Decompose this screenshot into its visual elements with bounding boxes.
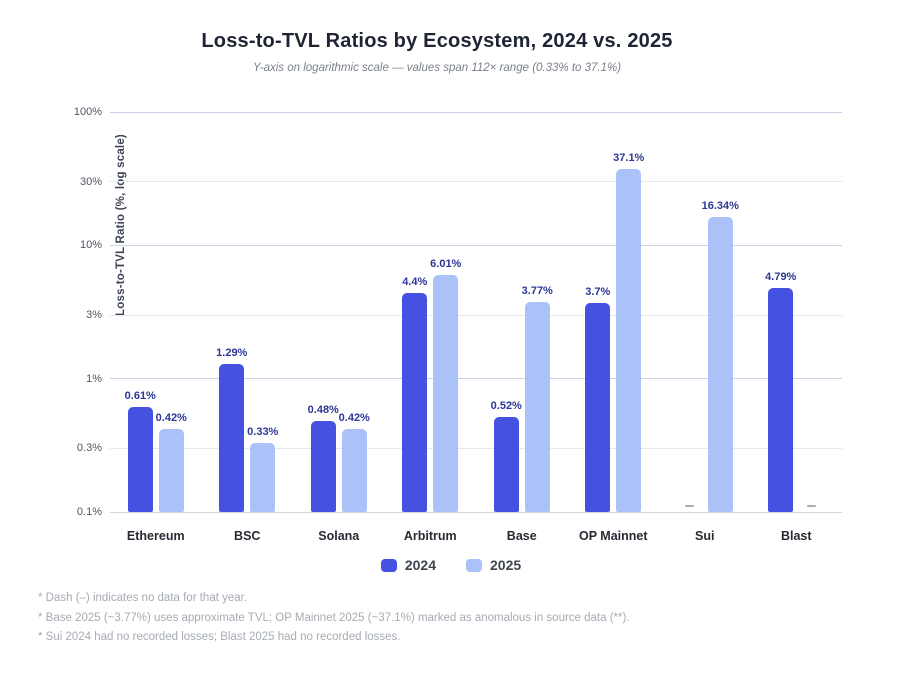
legend-swatch-2024 [380,558,397,572]
legend-item-2025: 2025 [466,557,521,573]
legend-item-2024: 2024 [380,557,436,573]
value-label-2024-solana: 0.48% [307,404,339,417]
y-tick-label-3-: 3% [86,309,102,322]
x-axis-label-arbitrum: Arbitrum [403,529,457,543]
bar-2024-base [493,416,519,512]
value-label-2024-arbitrum: 4.4% [402,275,428,288]
y-axis-tick-labels: 100% 30% 10% 3% 1% 0.3% 0.1% [0,106,102,518]
y-tick-label-10-: 10% [79,239,102,252]
gridline-100- [110,111,842,113]
value-label-2024-blast: 4.79% [765,270,797,283]
value-label-2025-bsc: 0.33% [247,425,279,438]
value-label-2025-base: 3.77% [521,284,553,297]
x-axis-label-ethereum: Ethereum [126,529,185,543]
y-tick-label-0-3-: 0.3% [76,442,102,455]
no-data-dash-2025-blast [807,505,817,507]
chart-header: Loss-to-TVL Ratios by Ecosystem, 2024 vs… [0,30,874,74]
bar-2024-op-mainnet [585,302,611,512]
bar-2024-blast [768,287,794,512]
x-axis-label-base: Base [506,529,537,543]
gridline-3- [110,314,842,316]
legend-swatch-2025 [466,558,482,572]
value-label-2025-solana: 0.42% [338,411,370,424]
plot-area: 0.61% 1.29% 0.48% 4.4% 0.52% 3.7% 4.79% 0.42% 0.… [110,111,842,513]
footnote-2: * Base 2025 (~3.77%) uses approximate TV… [38,611,630,624]
chart-subtitle: Y-axis on logarithmic scale — values spa… [252,62,622,74]
legend: 2024 2025 [0,557,902,573]
footnote-1: * Dash (–) indicates no data for that ye… [38,592,248,604]
value-label-2024-base: 0.52% [490,399,522,412]
gridline-0-1- [110,511,842,513]
value-label-2025-sui: 16.34% [701,199,739,212]
x-axis-label-bsc: BSC [234,529,261,543]
x-axis-label-blast: Blast [780,529,812,543]
x-axis-label-op-mainnet: OP Mainnet [578,529,648,543]
no-data-dash-2024-sui [684,505,694,507]
gridline-30- [110,181,842,183]
value-label-2025-arbitrum: 6.01% [430,257,462,270]
gridline-10- [110,244,842,246]
bar-2024-ethereum [127,407,153,512]
bar-2025-solana [341,428,367,512]
x-axis-label-sui: Sui [695,529,715,543]
gridline-0-3- [110,447,842,449]
gridline-1- [110,378,842,380]
footnotes: * Dash (–) indicates no data for that ye… [38,589,630,648]
y-tick-label-0-1-: 0.1% [76,506,102,518]
chart-title: Loss-to-TVL Ratios by Ecosystem, 2024 vs… [201,30,673,52]
bar-2025-op-mainnet [616,169,642,512]
value-label-2024-op-mainnet: 3.7% [585,285,611,298]
footnote-3: * Sui 2024 had no recorded losses; Blast… [38,631,401,643]
bar-2025-ethereum [158,428,184,512]
legend-label-2025: 2025 [490,557,522,573]
bar-2025-base [524,301,550,512]
legend-label-2024: 2024 [404,557,436,573]
bar-2025-sui [707,216,733,512]
value-label-2024-ethereum: 0.61% [124,390,156,403]
x-axis-labels: Ethereum BSC Solana Arbitrum Base OP Mainnet S… [110,524,842,544]
value-label-2025-ethereum: 0.42% [155,411,187,424]
value-label-2024-bsc: 1.29% [216,346,248,359]
bar-2024-arbitrum [402,292,428,512]
x-axis-label-solana: Solana [318,529,360,543]
bar-2025-bsc [250,442,276,512]
value-label-2025-op-mainnet: 37.1% [613,152,645,165]
bar-2024-solana [310,421,336,512]
y-tick-label-100-: 100% [73,106,102,118]
y-tick-label-30-: 30% [79,175,102,188]
bar-2024-bsc [219,363,245,512]
bar-2025-arbitrum [433,274,459,512]
y-tick-label-1-: 1% [86,372,102,385]
